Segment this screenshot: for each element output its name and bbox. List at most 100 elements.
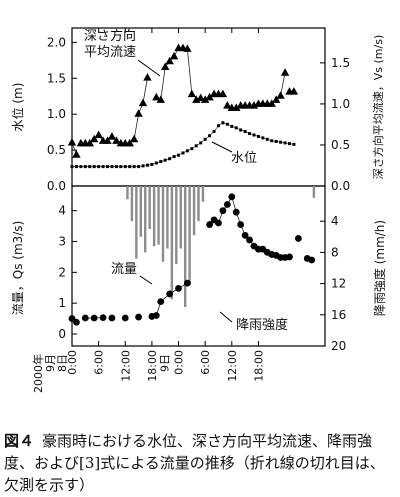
bottom-left-tick-label: 3 <box>58 235 66 249</box>
rainfall-bar <box>170 186 174 300</box>
water-level-annotation: 水位 <box>231 151 257 166</box>
top-right-tick-label: 1.5 <box>331 56 350 70</box>
velocity-point <box>289 87 299 95</box>
water-level-point <box>256 134 260 138</box>
x-tick-label: 0:00 <box>66 350 79 375</box>
velocity-point <box>169 51 179 60</box>
water-level-point <box>101 165 105 169</box>
discharge-point <box>219 207 227 215</box>
water-level-annotation-leader <box>211 141 233 153</box>
rainfall-bar <box>201 186 205 202</box>
rainfall-bar <box>161 186 165 262</box>
discharge-point <box>223 201 231 208</box>
top-right-tick-label: 0.5 <box>331 138 350 152</box>
rainfall-bar <box>148 186 151 229</box>
water-level-point <box>212 129 216 133</box>
water-level-point <box>177 153 181 157</box>
top-left-tick-label: 0.5 <box>47 143 66 157</box>
rainfall-bar <box>179 186 182 249</box>
water-level-point <box>265 137 269 141</box>
velocity-point <box>129 134 139 143</box>
water-level-point <box>243 129 247 133</box>
velocity-point <box>72 150 81 158</box>
water-level-point <box>83 165 87 169</box>
water-level-point <box>270 139 274 143</box>
water-level-point <box>168 157 172 161</box>
velocity-point <box>152 92 161 101</box>
water-level-point <box>216 124 220 128</box>
date-label-start: 8日 <box>56 354 69 372</box>
discharge-point <box>232 208 240 216</box>
discharge-annotation-leader <box>139 275 153 285</box>
velocity-point <box>218 89 228 98</box>
water-level-point <box>137 165 141 169</box>
top-right-tick-label: 0.0 <box>331 179 350 193</box>
water-level-point <box>287 142 291 146</box>
rainfall-bar <box>192 186 196 236</box>
velocity-point <box>125 138 134 147</box>
water-level-point <box>208 134 212 138</box>
water-level-point <box>114 165 118 169</box>
discharge-point <box>99 314 107 322</box>
rainfall-bar <box>152 186 156 247</box>
velocity-point <box>232 103 241 112</box>
x-tick-label: 18:00 <box>146 350 159 382</box>
top-right-tick-label: 1.0 <box>331 97 350 111</box>
velocity-point <box>205 92 214 101</box>
water-level-point <box>110 165 114 169</box>
velocity-point <box>143 73 152 81</box>
discharge-point <box>308 256 316 264</box>
velocity-point <box>187 89 197 98</box>
figure-caption: 図４ 豪雨時における水位、深さ方向平均流速、降雨強度、および[3]式による流量の推… <box>4 430 394 496</box>
water-level-point <box>119 165 123 169</box>
water-level-point <box>150 162 154 166</box>
water-level-point <box>239 128 243 132</box>
rainfall-bar <box>130 186 134 222</box>
rainfall-bar <box>135 186 138 259</box>
velocity-point <box>156 95 165 103</box>
bottom-right-axis-label: 降雨強度 (mm/h) <box>372 220 387 316</box>
velocity-point <box>280 68 290 76</box>
bottom-right-tick-label: 4 <box>331 214 339 228</box>
x-tick-label: 6:00 <box>199 350 212 375</box>
velocity-annotation: 平均流速 <box>84 45 136 60</box>
top-right-axis-label: 深さ方向平均流速，Vs (m/s) <box>371 35 385 180</box>
water-level-point <box>97 165 101 169</box>
x-tick-label: 12:00 <box>119 350 132 382</box>
water-level-point <box>163 158 167 162</box>
velocity-point <box>103 136 112 144</box>
velocity-point <box>183 44 192 52</box>
rainfall-bar <box>126 186 129 200</box>
discharge-annotation: 流量 <box>111 262 137 277</box>
discharge-point <box>175 284 182 292</box>
velocity-point <box>271 95 281 103</box>
discharge-line <box>151 282 188 317</box>
rainfall-bar <box>183 186 187 307</box>
discharge-point <box>90 314 98 322</box>
water-level-point <box>123 165 127 169</box>
velocity-point <box>89 134 99 143</box>
water-level-point <box>132 165 136 169</box>
water-level-point <box>252 133 256 137</box>
water-level-point <box>203 137 207 141</box>
water-level-line <box>72 122 294 167</box>
water-level-point <box>159 160 163 164</box>
rainfall-bar <box>197 186 200 222</box>
x-tick-label: 0:00 <box>173 350 186 375</box>
date-label-start: 2000年 <box>31 354 45 393</box>
water-level-point <box>154 161 158 165</box>
water-level-point <box>92 165 96 169</box>
water-level-point <box>274 139 278 143</box>
discharge-point <box>215 219 222 227</box>
discharge-point <box>135 313 142 321</box>
velocity-point <box>267 99 276 107</box>
water-level-point <box>225 122 229 126</box>
velocity-point <box>161 62 170 70</box>
discharge-point <box>166 290 174 298</box>
water-level-point <box>70 165 74 169</box>
rainfall-bar <box>312 186 316 198</box>
rainfall-bar <box>144 186 147 253</box>
discharge-point <box>121 314 129 322</box>
x-tick-label: 6:00 <box>93 350 106 375</box>
velocity-annotation: 深さ方向 <box>84 28 136 44</box>
